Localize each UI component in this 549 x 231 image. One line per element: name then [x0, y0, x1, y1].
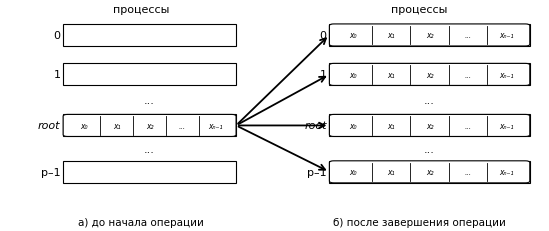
- Text: ...: ...: [464, 122, 472, 130]
- Text: x₀: x₀: [349, 31, 357, 40]
- Text: p–1: p–1: [307, 167, 327, 177]
- Text: x₀: x₀: [349, 122, 357, 130]
- Text: 1: 1: [320, 70, 327, 80]
- Bar: [329, 115, 530, 137]
- Text: x₁: x₁: [388, 31, 395, 40]
- Text: ...: ...: [424, 95, 435, 106]
- Text: x₀: x₀: [349, 71, 357, 79]
- Bar: [329, 25, 530, 47]
- Text: 0: 0: [320, 31, 327, 41]
- Text: ...: ...: [144, 144, 155, 154]
- Text: 1: 1: [53, 70, 60, 80]
- Text: xₙ₋₁: xₙ₋₁: [499, 71, 513, 79]
- Text: x₂: x₂: [146, 122, 153, 130]
- Text: ...: ...: [464, 71, 472, 79]
- FancyBboxPatch shape: [329, 115, 530, 137]
- Text: ...: ...: [424, 144, 435, 154]
- Text: root: root: [38, 121, 60, 131]
- Bar: [329, 64, 530, 86]
- Text: x₁: x₁: [388, 122, 395, 130]
- Text: 0: 0: [53, 31, 60, 41]
- Text: x₂: x₂: [426, 71, 433, 79]
- Text: x₀: x₀: [349, 168, 357, 176]
- Text: p–1: p–1: [41, 167, 60, 177]
- Bar: [63, 64, 236, 86]
- Text: xₙ₋₁: xₙ₋₁: [499, 31, 513, 40]
- FancyBboxPatch shape: [329, 64, 530, 86]
- Text: б) после завершения операции: б) после завершения операции: [333, 217, 506, 227]
- Text: ...: ...: [179, 122, 186, 130]
- Text: x₂: x₂: [426, 31, 433, 40]
- Text: xₙ₋₁: xₙ₋₁: [208, 122, 222, 130]
- FancyBboxPatch shape: [63, 115, 236, 137]
- Text: x₂: x₂: [426, 122, 433, 130]
- FancyBboxPatch shape: [329, 161, 530, 183]
- Text: процессы: процессы: [391, 5, 448, 15]
- Text: x₁: x₁: [113, 122, 121, 130]
- Text: процессы: процессы: [113, 5, 169, 15]
- Text: root: root: [304, 121, 327, 131]
- Text: xₙ₋₁: xₙ₋₁: [499, 168, 513, 176]
- Text: x₀: x₀: [80, 122, 88, 130]
- Bar: [63, 25, 236, 47]
- Text: x₁: x₁: [388, 168, 395, 176]
- Text: ...: ...: [464, 31, 472, 40]
- Bar: [63, 161, 236, 183]
- Text: ...: ...: [464, 168, 472, 176]
- Text: x₂: x₂: [426, 168, 433, 176]
- Text: а) до начала операции: а) до начала операции: [78, 217, 204, 227]
- Text: ...: ...: [144, 95, 155, 106]
- Bar: [63, 115, 236, 137]
- Bar: [329, 161, 530, 183]
- Text: x₁: x₁: [388, 71, 395, 79]
- FancyBboxPatch shape: [329, 25, 530, 47]
- Text: xₙ₋₁: xₙ₋₁: [499, 122, 513, 130]
